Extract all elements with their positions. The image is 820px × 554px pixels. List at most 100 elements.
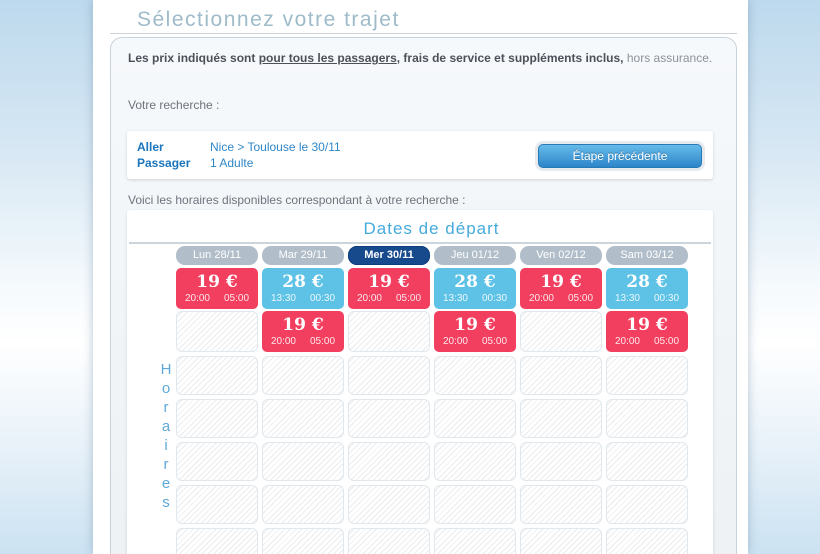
fare-price: 19 € xyxy=(282,315,324,335)
horaires-letter: r xyxy=(163,399,169,416)
empty-slot xyxy=(434,356,516,395)
fare-cell[interactable]: 19 €20:00 05:00 xyxy=(434,311,516,352)
fare-cell[interactable]: 19 €20:00 05:00 xyxy=(262,311,344,352)
fare-price: 19 € xyxy=(540,272,582,292)
fare-price: 19 € xyxy=(454,315,496,335)
search-row: Aller Nice > Toulouse le 30/11 xyxy=(137,139,713,155)
fare-times: 13:30 00:30 xyxy=(615,293,679,304)
notice-lead: Les prix indiqués sont xyxy=(128,51,256,65)
departure-time: 20:00 xyxy=(356,293,382,304)
fare-cell[interactable]: 19 €20:00 05:00 xyxy=(520,268,602,309)
empty-slot xyxy=(606,399,688,438)
schedule-grid: 19 €20:00 05:00 28 €13:30 00:30 19 €20:00 05:… xyxy=(176,268,688,554)
search-rows: Aller Nice > Toulouse le 30/11 Passager 1 A… xyxy=(127,131,713,171)
empty-slot xyxy=(176,399,258,438)
fare-cell[interactable]: 19 €20:00 05:00 xyxy=(606,311,688,352)
empty-slot xyxy=(348,528,430,554)
empty-slot xyxy=(520,442,602,481)
empty-slot xyxy=(176,442,258,481)
price-notice: Les prix indiqués sont pour tous les pas… xyxy=(128,51,722,66)
arrival-time: 00:30 xyxy=(654,293,680,304)
schedule-row xyxy=(176,399,688,438)
fare-price: 19 € xyxy=(368,272,410,292)
departure-time: 20:00 xyxy=(184,293,210,304)
day-tab-ven-02-12[interactable]: Ven 02/12 xyxy=(520,246,602,265)
empty-slot xyxy=(262,528,344,554)
empty-slot xyxy=(348,356,430,395)
search-row-value: Nice > Toulouse le 30/11 xyxy=(210,140,341,154)
day-tabs-row: Lun 28/11 Mar 29/11 Mer 30/11 Jeu 01/12 Ven … xyxy=(176,246,688,265)
fare-cell[interactable]: 19 €20:00 05:00 xyxy=(176,268,258,309)
day-tab-jeu-01-12[interactable]: Jeu 01/12 xyxy=(434,246,516,265)
arrival-time: 05:00 xyxy=(654,336,680,347)
search-row-value: 1 Adulte xyxy=(210,156,254,170)
title-divider xyxy=(110,33,737,35)
departure-time: 13:30 xyxy=(270,293,296,304)
empty-slot xyxy=(262,399,344,438)
arrival-time: 05:00 xyxy=(224,293,250,304)
empty-slot xyxy=(262,356,344,395)
day-tab-mer-30-11[interactable]: Mer 30/11 xyxy=(348,246,430,265)
empty-slot xyxy=(606,442,688,481)
departure-time: 20:00 xyxy=(528,293,554,304)
schedule-row: 19 €20:00 05:00 28 €13:30 00:30 19 €20:00 05:… xyxy=(176,268,688,309)
horaires-letter: s xyxy=(162,494,170,511)
arrival-time: 05:00 xyxy=(482,336,508,347)
horaires-letter: e xyxy=(161,475,171,492)
fare-times: 13:30 00:30 xyxy=(271,293,335,304)
empty-slot xyxy=(176,311,258,352)
page-title: Sélectionnez votre trajet xyxy=(137,8,400,31)
previous-step-button[interactable]: Étape précédente xyxy=(538,144,702,168)
arrival-time: 00:30 xyxy=(310,293,336,304)
horaires-letter: o xyxy=(161,380,171,397)
fare-times: 20:00 05:00 xyxy=(615,336,679,347)
search-row-label: Passager xyxy=(137,156,191,170)
arrival-time: 00:30 xyxy=(482,293,508,304)
fare-times: 20:00 05:00 xyxy=(357,293,421,304)
day-tab-sam-03-12[interactable]: Sam 03/12 xyxy=(606,246,688,265)
schedule-row xyxy=(176,485,688,524)
fare-price: 19 € xyxy=(196,272,238,292)
empty-slot xyxy=(176,485,258,524)
horaires-letter: i xyxy=(164,437,168,454)
horaires-letter: r xyxy=(163,456,169,473)
fare-cell[interactable]: 28 €13:30 00:30 xyxy=(262,268,344,309)
departure-time: 20:00 xyxy=(614,336,640,347)
fare-cell[interactable]: 28 €13:30 00:30 xyxy=(606,268,688,309)
fare-times: 20:00 05:00 xyxy=(529,293,593,304)
fare-price: 28 € xyxy=(282,272,324,292)
fare-times: 20:00 05:00 xyxy=(185,293,249,304)
empty-slot xyxy=(606,356,688,395)
departure-dates-title: Dates de départ xyxy=(363,219,500,238)
departure-time: 20:00 xyxy=(270,336,296,347)
empty-slot xyxy=(348,399,430,438)
empty-slot xyxy=(176,528,258,554)
fare-price: 28 € xyxy=(626,272,668,292)
fare-cell[interactable]: 19 €20:00 05:00 xyxy=(348,268,430,309)
schedule-card: Dates de départ Lun 28/11 Mar 29/11 Mer 30… xyxy=(127,210,713,554)
empty-slot xyxy=(262,485,344,524)
schedule-row: 19 €20:00 05:00 19 €20:00 05:00 19 €20:00 05:… xyxy=(176,311,688,352)
passengers-link[interactable]: pour tous les passagers xyxy=(258,51,397,65)
empty-slot xyxy=(434,399,516,438)
departure-time: 20:00 xyxy=(442,336,468,347)
day-tab-lun-28-11[interactable]: Lun 28/11 xyxy=(176,246,258,265)
empty-slot xyxy=(520,485,602,524)
search-row-label: Aller xyxy=(137,140,164,154)
fare-price: 19 € xyxy=(626,315,668,335)
empty-slot xyxy=(262,442,344,481)
results-intro: Voici les horaires disponibles correspon… xyxy=(128,193,466,207)
search-row: Passager 1 Adulte xyxy=(137,155,713,171)
empty-slot xyxy=(434,528,516,554)
main-panel: Les prix indiqués sont pour tous les pas… xyxy=(110,37,737,554)
fare-times: 20:00 05:00 xyxy=(443,336,507,347)
day-tab-mar-29-11[interactable]: Mar 29/11 xyxy=(262,246,344,265)
schedule-row xyxy=(176,528,688,554)
fare-times: 13:30 00:30 xyxy=(443,293,507,304)
horaires-letter: a xyxy=(161,418,171,435)
schedule-row xyxy=(176,356,688,395)
empty-slot xyxy=(434,442,516,481)
fare-cell[interactable]: 28 €13:30 00:30 xyxy=(434,268,516,309)
search-summary-card: Aller Nice > Toulouse le 30/11 Passager 1 A… xyxy=(127,131,713,179)
